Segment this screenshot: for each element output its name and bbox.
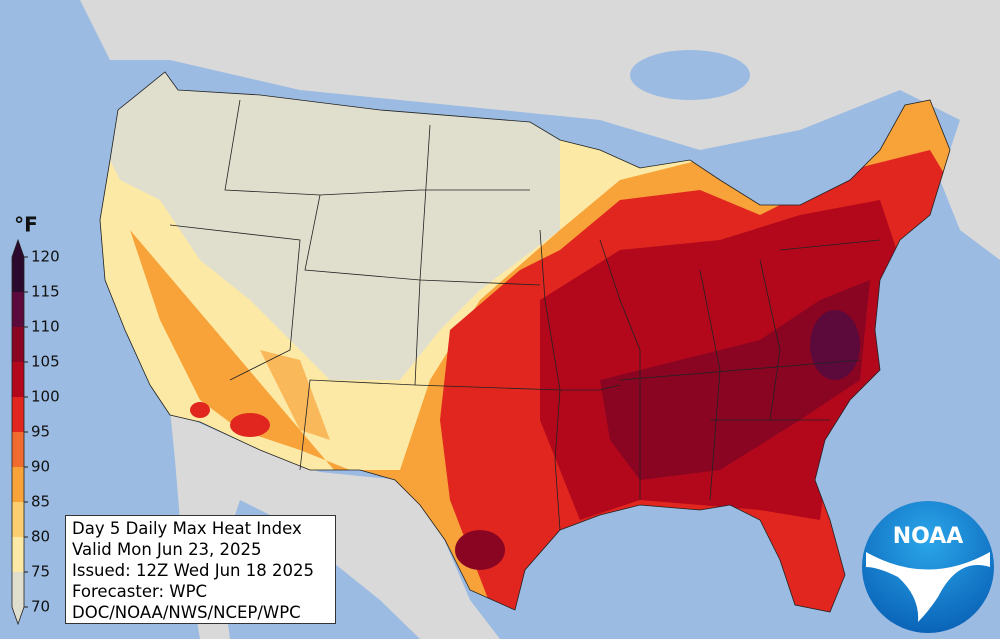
- color-bar-top: [12, 240, 24, 257]
- tick-label: 70: [31, 598, 50, 616]
- color-band: [12, 572, 24, 607]
- color-bar: °F 120 115 110 105 100 95 90 85 80 75 70: [11, 213, 60, 626]
- color-band: [12, 292, 24, 327]
- color-bar-bottom: [12, 607, 24, 624]
- color-band: [12, 327, 24, 362]
- info-line: Day 5 Daily Max Heat Index: [72, 519, 302, 538]
- noaa-logo[interactable]: NOAA: [858, 497, 998, 637]
- logo-bird: [866, 552, 990, 622]
- color-band: [12, 432, 24, 467]
- logo-circle: [862, 501, 994, 633]
- unit-label: °F: [14, 213, 38, 237]
- color-band: [12, 397, 24, 432]
- tick-label: 90: [31, 458, 50, 476]
- tick-label: 105: [31, 353, 60, 371]
- info-box: Day 5 Daily Max Heat Index Valid Mon Jun…: [65, 515, 336, 624]
- info-line: DOC/NOAA/NWS/NCEP/WPC: [72, 603, 301, 622]
- state-borders: [99, 71, 951, 613]
- tick-label: 75: [31, 563, 50, 581]
- logo-text: NOAA: [893, 524, 964, 549]
- color-band: [12, 362, 24, 397]
- lake: [630, 50, 750, 100]
- color-band: [12, 257, 24, 292]
- tick-label: 100: [31, 388, 60, 406]
- tick-label: 95: [31, 423, 50, 441]
- tick-label: 110: [31, 318, 60, 336]
- tick-label: 120: [31, 248, 60, 266]
- color-band: [12, 467, 24, 502]
- color-band: [12, 537, 24, 572]
- tick-label: 115: [31, 283, 60, 301]
- tick-label: 80: [31, 528, 50, 546]
- canada-land: [0, 0, 1000, 260]
- tick-label: 85: [31, 493, 50, 511]
- info-line: Forecaster: WPC: [72, 582, 208, 601]
- info-line: Valid Mon Jun 23, 2025: [72, 540, 262, 559]
- info-line: Issued: 12Z Wed Jun 18 2025: [72, 561, 314, 580]
- color-band: [12, 502, 24, 537]
